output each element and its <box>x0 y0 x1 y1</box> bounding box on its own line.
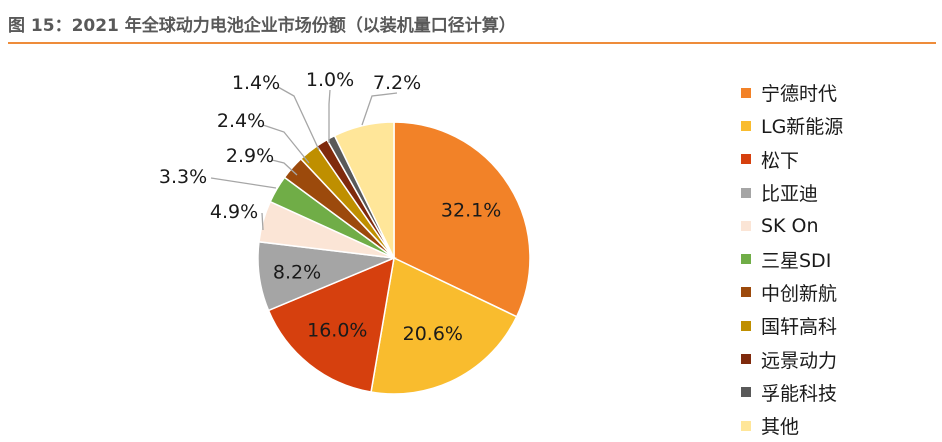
data-label-4: 8.2% <box>273 262 321 284</box>
legend-label: 国轩高科 <box>761 316 838 339</box>
legend-swatch <box>741 320 751 331</box>
legend-swatch <box>741 87 751 98</box>
pie-slice-2 <box>370 256 518 395</box>
legend-label: 中创新航 <box>761 282 838 305</box>
data-label-2: 20.6% <box>403 323 463 345</box>
legend-label: 远景动力 <box>761 349 838 372</box>
data-label-5: 4.9% <box>210 201 258 223</box>
leader-line-5 <box>261 212 264 231</box>
data-label-3: 16.0% <box>307 319 367 341</box>
pie-slice-1 <box>393 121 531 318</box>
legend-item-9: 远景动力 <box>741 342 843 375</box>
leader-line-11 <box>361 92 398 126</box>
legend-swatch <box>741 354 751 365</box>
legend-item-4: 比亚迪 <box>741 176 843 209</box>
legend-label: 其他 <box>761 416 800 439</box>
pie-slices <box>257 121 531 395</box>
data-label-9: 1.4% <box>232 72 280 94</box>
data-label-8: 2.4% <box>217 110 265 132</box>
legend: 宁德时代 LG新能源松下比亚迪 SK On 三星SDI 中创新航国轩高科远景动力孚能科技… <box>741 76 843 442</box>
data-labels: 32.1% 20.6% 16.0% 8.2% 4.9%3.3% 2.9% 2.4% 1.4% 1… <box>159 69 501 345</box>
data-label-7: 2.9% <box>226 145 274 167</box>
legend-label: 孚能科技 <box>761 382 838 405</box>
legend-swatch <box>741 187 751 198</box>
title-divider <box>8 42 936 44</box>
legend-swatch <box>741 154 751 165</box>
legend-swatch <box>741 387 751 398</box>
legend-item-1: 宁德时代 <box>741 76 843 109</box>
legend-item-2: LG新能源 <box>741 109 843 142</box>
legend-label: LG新能源 <box>761 116 844 139</box>
legend-swatch <box>741 220 751 231</box>
data-label-1: 32.1% <box>441 199 501 221</box>
pie-slice-11 <box>333 121 395 259</box>
legend-item-3: 松下 <box>741 143 843 176</box>
legend-item-11: 其他 <box>741 409 843 442</box>
legend-label: 松下 <box>761 149 800 172</box>
legend-label: SK On <box>761 214 819 237</box>
legend-swatch <box>741 120 751 131</box>
legend-label: 三星SDI <box>761 249 832 272</box>
data-label-11: 7.2% <box>373 72 421 94</box>
legend-swatch <box>741 420 751 431</box>
legend-item-8: 国轩高科 <box>741 309 843 342</box>
leader-lines <box>210 86 398 231</box>
legend-item-5: SK On <box>741 209 843 242</box>
leader-line-7 <box>271 159 298 176</box>
data-label-6: 3.3% <box>159 166 207 188</box>
legend-item-6: 三星SDI <box>741 242 843 275</box>
legend-swatch <box>741 287 751 298</box>
legend-swatch <box>741 254 751 265</box>
legend-item-10: 孚能科技 <box>741 376 843 409</box>
pie-slice-3 <box>267 256 395 393</box>
legend-item-7: 中创新航 <box>741 276 843 309</box>
leader-line-6 <box>210 177 277 189</box>
leader-line-9 <box>277 86 320 151</box>
leader-line-8 <box>262 124 310 164</box>
leader-line-10 <box>328 89 331 143</box>
legend-label: 比亚迪 <box>761 183 819 206</box>
data-label-10: 1.0% <box>306 69 354 91</box>
figure-title: 图 15：2021 年全球动力电池企业市场份额（以装机量口径计算） <box>8 16 516 36</box>
legend-label: 宁德时代 <box>761 83 838 106</box>
